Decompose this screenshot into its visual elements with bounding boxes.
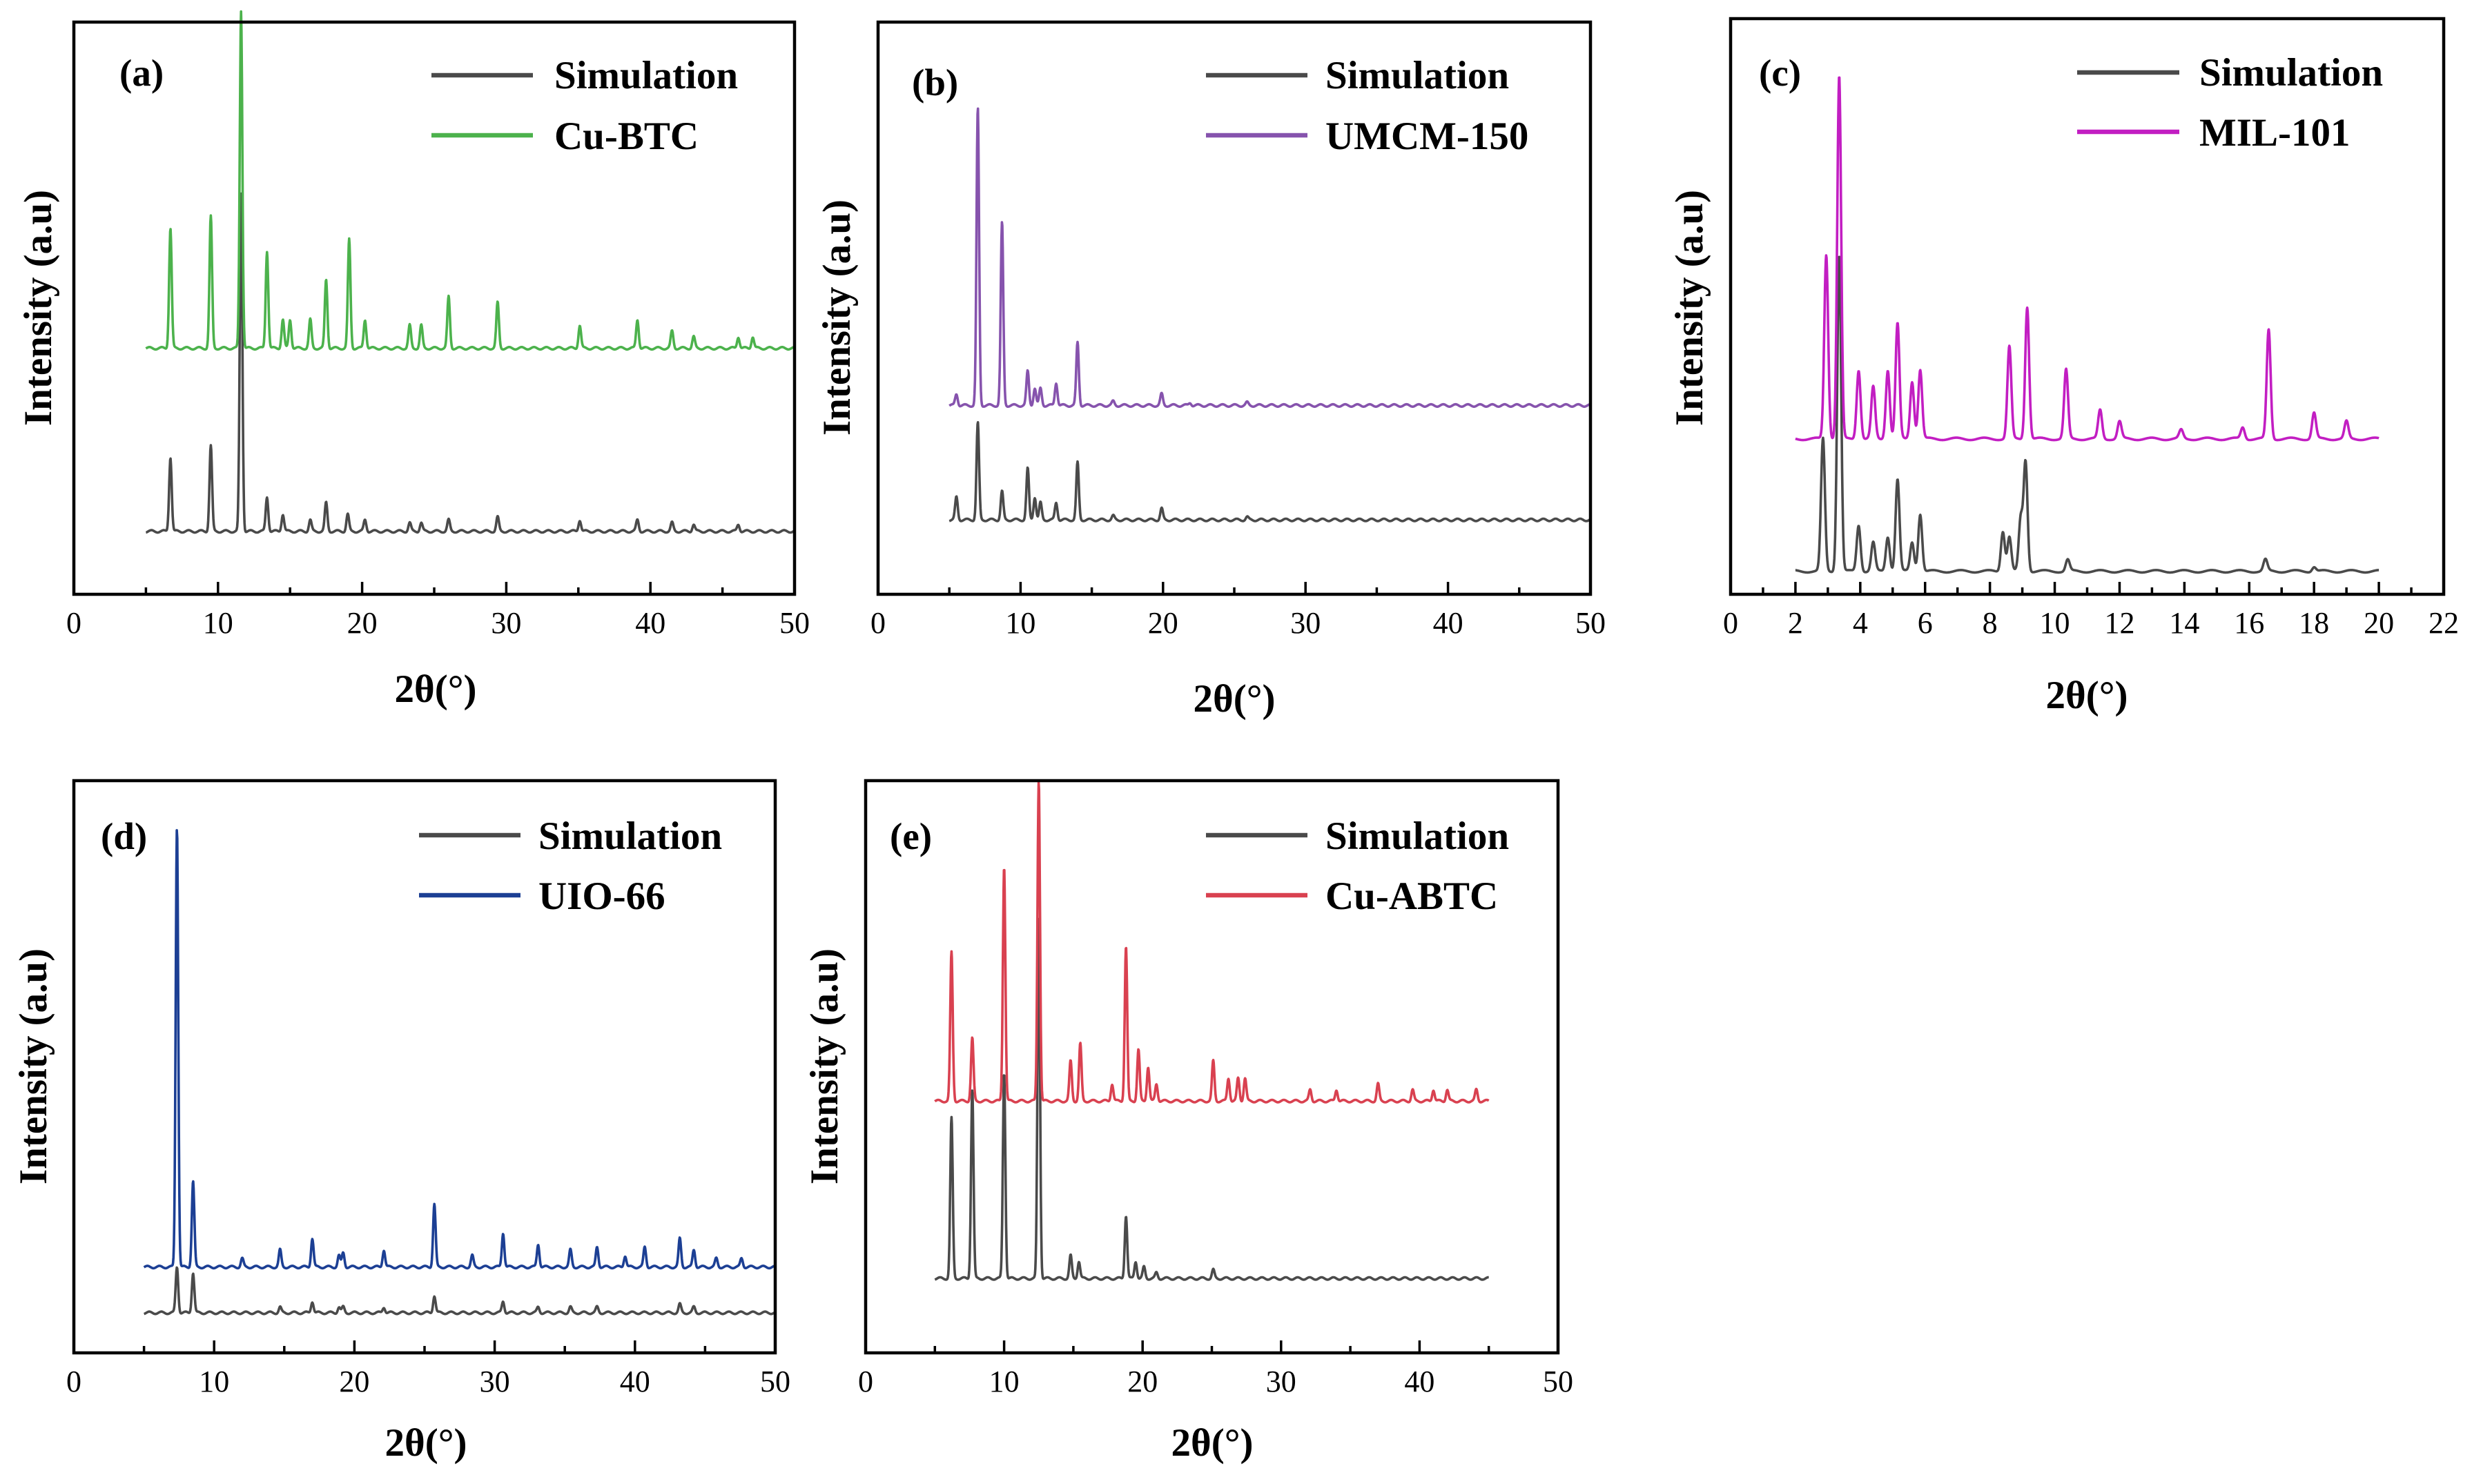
panel-b-x-tick-label: 0 bbox=[870, 606, 886, 640]
panel-c-x-tick-label: 22 bbox=[2429, 606, 2459, 640]
panel-d-x-tick-label: 40 bbox=[620, 1365, 650, 1398]
panel-a-series-cu-btc bbox=[145, 10, 796, 351]
panel-c-legend-label-simulation: Simulation bbox=[2199, 51, 2383, 95]
panel-e-x-tick-label: 40 bbox=[1404, 1365, 1434, 1398]
panel-e-x-tick-label: 10 bbox=[989, 1365, 1020, 1398]
panel-b-frame bbox=[876, 20, 1593, 596]
panel-b-series-umcm-150 bbox=[948, 107, 1592, 408]
panel-c-x-tick-label: 14 bbox=[2169, 606, 2199, 640]
panel-a: 0 10 20 30 40 50 (a) Simulation Cu-BTC 2θ(°) … bbox=[17, 10, 810, 711]
panel-d: 0 10 20 30 40 50 (d) Simulation UIO-66 2θ(°) … bbox=[12, 779, 790, 1465]
panel-e-x-tick-label: 0 bbox=[858, 1365, 873, 1398]
panel-e-x-axis-label: 2θ(°) bbox=[1171, 1421, 1253, 1465]
panel-a-legend-label-simulation: Simulation bbox=[554, 54, 738, 97]
panel-e-y-axis-label: Intensity (a.u) bbox=[803, 948, 846, 1184]
panel-e: 0 10 20 30 40 50 (e) Simulation Cu-ABTC 2θ(°)… bbox=[803, 779, 1573, 1465]
panel-e-legend-label-simulation: Simulation bbox=[1325, 814, 1509, 858]
panel-c-x-tick-label: 18 bbox=[2299, 606, 2329, 640]
panel-d-series-uio-66 bbox=[143, 829, 777, 1270]
panel-a-label: (a) bbox=[119, 52, 164, 94]
panel-d-x-tick-label: 20 bbox=[339, 1365, 369, 1398]
panel-e-x-tick-label: 20 bbox=[1127, 1365, 1158, 1398]
panel-e-series-cu-abtc bbox=[934, 781, 1490, 1104]
panel-c-series-simulation bbox=[1794, 255, 2380, 574]
panel-e-legend-label-cu-abtc: Cu-ABTC bbox=[1325, 875, 1498, 918]
panel-a-legend-label-cu-btc: Cu-BTC bbox=[554, 115, 699, 158]
panel-c-x-tick-label: 2 bbox=[1788, 606, 1803, 640]
panel-a-series-simulation bbox=[145, 192, 796, 534]
panel-c-x-tick-label: 20 bbox=[2364, 606, 2394, 640]
panel-c-x-tick-label: 12 bbox=[2104, 606, 2134, 640]
panel-a-x-tick-label: 30 bbox=[491, 606, 521, 640]
panel-a-x-tick-label: 50 bbox=[779, 606, 810, 640]
panel-c-x-axis-label: 2θ(°) bbox=[2045, 674, 2128, 717]
panel-c-x-tick-label: 8 bbox=[1983, 606, 1998, 640]
panel-d-series-simulation bbox=[143, 1266, 777, 1316]
panel-b-x-axis-label: 2θ(°) bbox=[1193, 677, 1275, 721]
panel-b-x-tick-label: 50 bbox=[1575, 606, 1606, 640]
panel-a-x-tick-label: 20 bbox=[347, 606, 378, 640]
panel-c-label: (c) bbox=[1759, 52, 1801, 94]
panel-d-legend-label-uio-66: UIO-66 bbox=[538, 875, 665, 918]
panel-c-x-tick-label: 10 bbox=[2040, 606, 2070, 640]
panel-a-y-axis-label: Intensity (a.u) bbox=[17, 190, 60, 426]
panel-a-x-axis-label: 2θ(°) bbox=[394, 667, 476, 711]
panel-b-x-tick-label: 20 bbox=[1148, 606, 1178, 640]
panel-d-x-tick-label: 10 bbox=[199, 1365, 229, 1398]
panel-b-label: (b) bbox=[912, 61, 958, 104]
panel-c-series-mil-101 bbox=[1794, 76, 2380, 442]
panel-e-x-tick-label: 50 bbox=[1543, 1365, 1573, 1398]
panel-b-y-axis-label: Intensity (a.u) bbox=[815, 199, 859, 436]
panel-c-legend-label-mil-101: MIL-101 bbox=[2199, 111, 2350, 155]
panel-a-x-tick-label: 10 bbox=[203, 606, 233, 640]
panel-d-y-axis-label: Intensity (a.u) bbox=[12, 948, 55, 1184]
panel-c-x-tick-label: 16 bbox=[2234, 606, 2264, 640]
panel-c-x-tick-label: 4 bbox=[1853, 606, 1868, 640]
panel-d-x-tick-label: 50 bbox=[760, 1365, 790, 1398]
panel-e-series-simulation bbox=[934, 917, 1490, 1281]
panel-b-x-tick-label: 10 bbox=[1005, 606, 1035, 640]
panel-c: 0 2 4 6 8 10 12 14 16 18 20 22 (c) Simulation MIL-1… bbox=[1668, 17, 2459, 717]
panel-b-legend-label-simulation: Simulation bbox=[1325, 54, 1509, 97]
panel-c-x-tick-label: 0 bbox=[1723, 606, 1738, 640]
panel-e-x-tick-label: 30 bbox=[1266, 1365, 1296, 1398]
panel-a-frame bbox=[72, 20, 797, 596]
panel-a-x-tick-label: 0 bbox=[66, 606, 81, 640]
panel-b-series-simulation bbox=[948, 421, 1592, 523]
panel-b: 0 10 20 30 40 50 (b) Simulation UMCM-150 2θ(°… bbox=[815, 20, 1606, 721]
panel-d-x-axis-label: 2θ(°) bbox=[385, 1421, 467, 1465]
panel-b-x-tick-label: 30 bbox=[1290, 606, 1321, 640]
panel-a-x-tick-label: 40 bbox=[635, 606, 665, 640]
panel-d-x-tick-label: 30 bbox=[480, 1365, 510, 1398]
panel-b-legend-label-umcm-150: UMCM-150 bbox=[1325, 115, 1528, 158]
panel-d-label: (d) bbox=[101, 815, 147, 857]
panel-c-x-tick-label: 6 bbox=[1918, 606, 1933, 640]
panel-d-x-tick-label: 0 bbox=[66, 1365, 81, 1398]
panel-d-legend-label-simulation: Simulation bbox=[538, 814, 722, 858]
panel-e-label: (e) bbox=[890, 815, 932, 857]
panel-c-y-axis-label: Intensity (a.u) bbox=[1668, 190, 1711, 426]
panel-b-x-tick-label: 40 bbox=[1433, 606, 1463, 640]
